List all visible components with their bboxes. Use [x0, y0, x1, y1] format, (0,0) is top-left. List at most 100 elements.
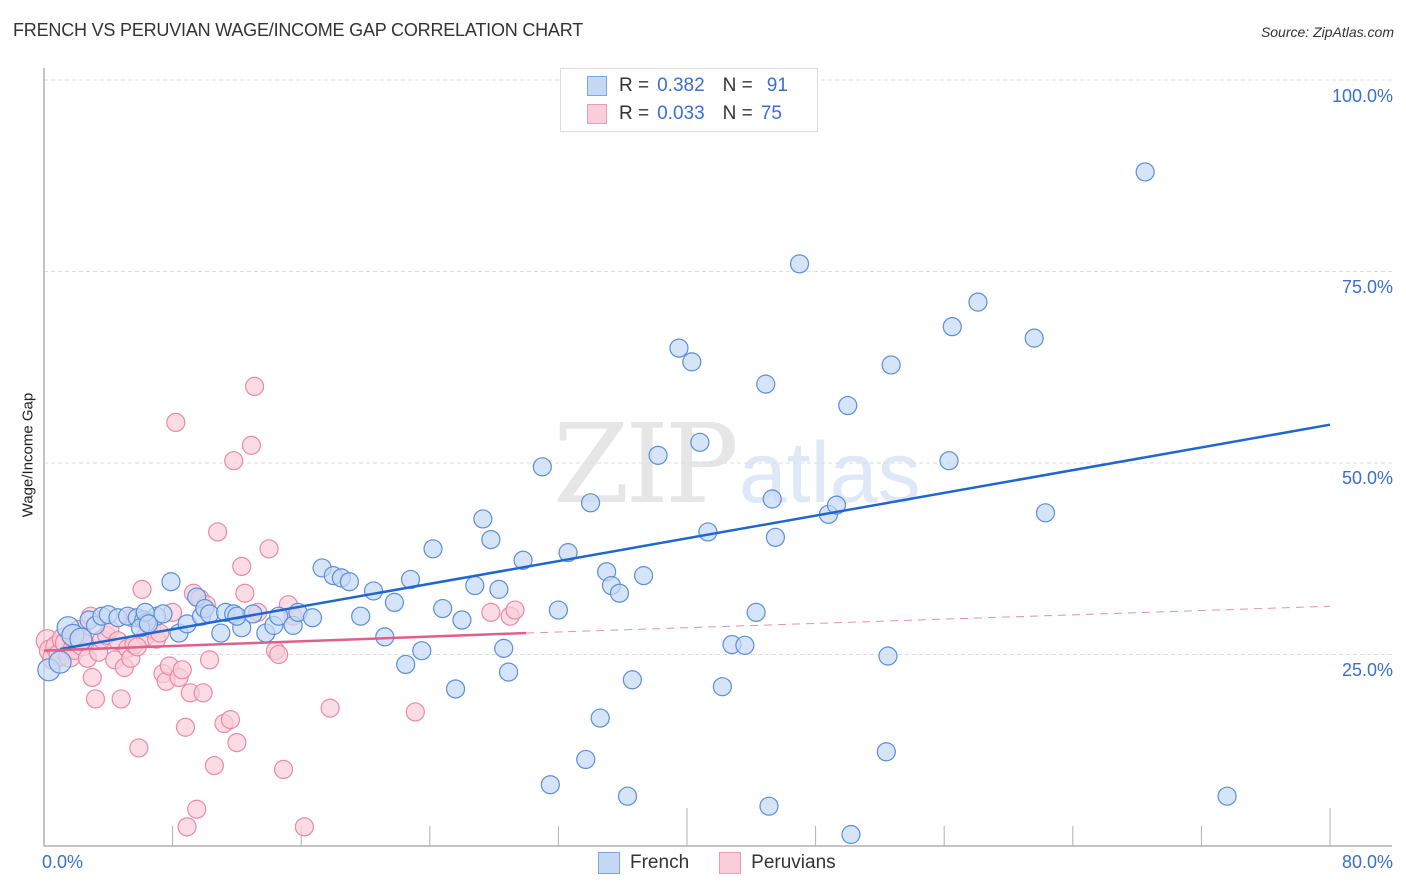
- data-point: [48, 650, 72, 674]
- french-trend-line: [59, 423, 1331, 651]
- data-point: [204, 755, 224, 776]
- data-point: [481, 602, 501, 622]
- data-point: [826, 495, 847, 515]
- data-point: [235, 583, 255, 603]
- data-point: [765, 527, 786, 547]
- data-point: [405, 702, 425, 722]
- data-point: [175, 717, 196, 737]
- data-point: [609, 583, 630, 603]
- data-point: [746, 602, 766, 622]
- data-point: [498, 662, 519, 682]
- data-point: [241, 435, 261, 455]
- data-point: [111, 689, 131, 709]
- data-point: [968, 292, 988, 312]
- data-point: [294, 817, 315, 837]
- data-point: [789, 254, 810, 274]
- data-point: [129, 738, 149, 758]
- data-point: [433, 598, 453, 619]
- data-point: [220, 710, 241, 730]
- data-point: [841, 824, 861, 845]
- x-tick-max: 80.0%: [1341, 852, 1393, 872]
- data-point: [712, 677, 732, 697]
- data-point: [363, 581, 384, 601]
- data-point: [452, 610, 472, 630]
- data-point: [161, 572, 181, 592]
- legend-item-french[interactable]: French: [598, 852, 689, 874]
- data-point: [232, 556, 252, 577]
- data-point: [351, 606, 371, 626]
- legend-row-french: R = 0.382 N = 91: [587, 75, 788, 97]
- data-point: [211, 623, 231, 643]
- series-legend: French Peruvians: [598, 852, 866, 874]
- data-point: [384, 592, 405, 613]
- legend-row-peruvians: R = 0.033 N = 75: [587, 103, 782, 125]
- y-axis-label: Wage/Income Gap: [19, 392, 37, 518]
- data-point: [320, 698, 340, 718]
- data-point: [481, 529, 501, 550]
- data-point: [648, 445, 668, 465]
- data-point: [396, 654, 416, 675]
- data-point: [199, 650, 220, 670]
- french-swatch-icon: [587, 76, 607, 96]
- data-point: [423, 539, 443, 559]
- peruvians-r-value: 0.033: [657, 103, 705, 124]
- data-point: [473, 509, 493, 529]
- trend-lines: [43, 423, 1331, 652]
- french-r-value: 0.382: [657, 75, 705, 96]
- data-point: [489, 579, 509, 599]
- source-label: Source: ZipAtlas.com: [1260, 24, 1394, 40]
- data-point: [690, 432, 710, 452]
- data-point: [259, 539, 279, 559]
- data-point: [762, 489, 782, 509]
- data-point: [669, 338, 689, 358]
- data-point: [876, 742, 896, 762]
- legend-item-peruvians[interactable]: Peruvians: [719, 852, 836, 874]
- data-point: [513, 550, 533, 570]
- data-point: [540, 775, 560, 795]
- data-point: [756, 374, 776, 394]
- data-point: [187, 799, 207, 819]
- y-tick-100: 100.0%: [1331, 86, 1393, 106]
- y-tick-50: 50.0%: [1341, 468, 1393, 488]
- data-point: [1024, 328, 1044, 348]
- data-point: [199, 604, 220, 624]
- data-point: [172, 660, 192, 680]
- data-point: [532, 457, 552, 477]
- y-tick-25: 25.0%: [1341, 660, 1393, 680]
- data-point: [153, 604, 173, 624]
- data-point: [617, 786, 638, 806]
- french-points: [37, 162, 1237, 845]
- data-point: [759, 796, 779, 816]
- data-point: [82, 667, 102, 688]
- data-point: [580, 493, 601, 513]
- peruvians-trend-line: [43, 631, 527, 652]
- data-point: [412, 641, 432, 661]
- data-point: [1135, 162, 1155, 182]
- peruvians-swatch-icon: [719, 852, 742, 874]
- data-point: [942, 317, 962, 337]
- correlation-legend: R = 0.382 N = 91 R = 0.033 N = 75: [560, 68, 818, 132]
- peruvians-n-value: 75: [760, 103, 782, 124]
- peruvians-trend-extrapolation: [526, 605, 1331, 634]
- data-point: [85, 689, 106, 709]
- data-point: [558, 543, 578, 563]
- peruvians-swatch-icon: [587, 104, 607, 124]
- data-point: [269, 644, 289, 665]
- data-point: [445, 679, 466, 699]
- data-point: [590, 708, 610, 728]
- y-tick-75: 75.0%: [1341, 277, 1393, 297]
- data-point: [576, 749, 596, 770]
- data-point: [881, 355, 901, 375]
- data-point: [698, 522, 718, 542]
- x-tick-min: 0.0%: [42, 852, 84, 872]
- data-point: [622, 670, 642, 690]
- data-point: [878, 646, 898, 666]
- data-point: [132, 579, 152, 599]
- data-point: [244, 376, 265, 396]
- data-point: [735, 635, 755, 655]
- data-point: [494, 638, 514, 658]
- data-point: [1035, 503, 1056, 523]
- data-point: [208, 522, 228, 542]
- data-point: [838, 395, 858, 416]
